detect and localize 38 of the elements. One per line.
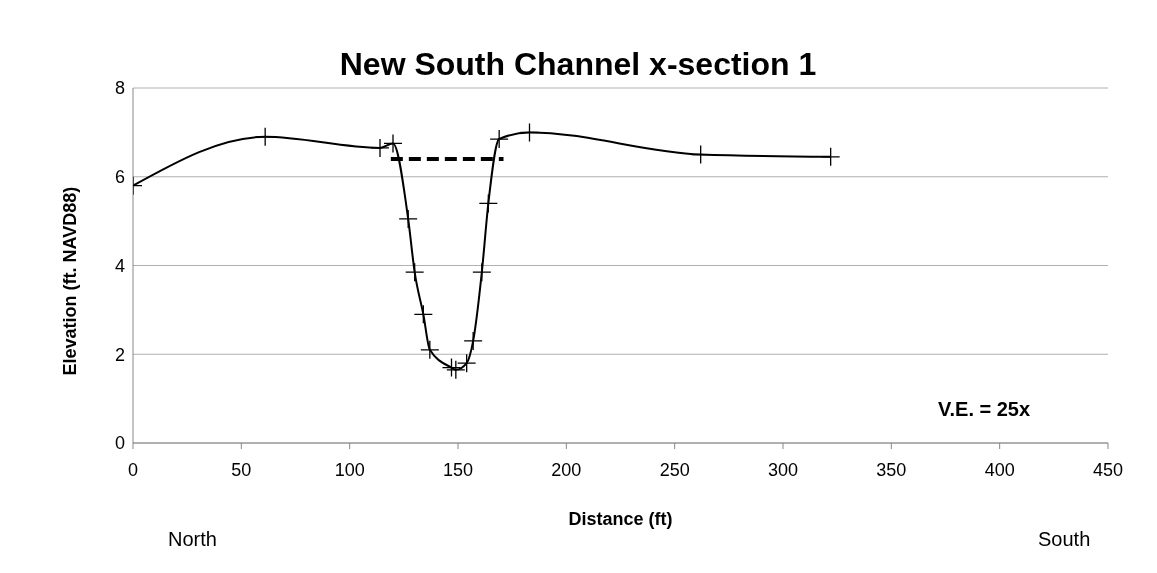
x-tick-label: 100 xyxy=(334,459,365,480)
point xyxy=(383,133,403,154)
point xyxy=(413,304,433,324)
x-tick-label: 400 xyxy=(984,459,1015,480)
y-tick-label: 8 xyxy=(114,78,125,99)
point xyxy=(405,262,425,282)
y-tick-label: 4 xyxy=(114,255,125,276)
point xyxy=(691,144,711,165)
y-tick-label: 0 xyxy=(114,433,125,454)
annotation: V.E. = 25x xyxy=(938,398,1031,421)
text: South xyxy=(1038,528,1091,551)
point xyxy=(519,122,540,143)
y-tick-label: 2 xyxy=(114,344,125,365)
y-axis-title: Elevation (ft. NAVD88) xyxy=(60,186,81,376)
x-tick-label: 450 xyxy=(1092,459,1124,480)
x-tick-label: 350 xyxy=(876,459,907,480)
point xyxy=(370,138,390,158)
point xyxy=(821,147,841,167)
point xyxy=(255,127,275,147)
point xyxy=(446,360,466,380)
point xyxy=(478,193,498,214)
x-tick-label: 300 xyxy=(767,459,799,480)
x-tick-label: 150 xyxy=(442,459,474,480)
chart-title: New South Channel x-section 1 xyxy=(339,46,817,82)
point xyxy=(420,340,440,360)
x-tick-label: 200 xyxy=(551,459,582,480)
point xyxy=(463,331,483,351)
x-tick-label: 0 xyxy=(127,459,139,480)
text: North xyxy=(168,528,217,551)
x-tick-label: 250 xyxy=(659,459,690,480)
x-axis-title: Distance (ft) xyxy=(568,509,673,529)
point xyxy=(457,353,477,373)
point xyxy=(472,262,492,282)
point xyxy=(489,129,509,149)
point xyxy=(441,357,462,378)
point xyxy=(398,209,418,229)
x-tick-label: 50 xyxy=(231,459,252,480)
y-tick-label: 6 xyxy=(114,167,125,188)
